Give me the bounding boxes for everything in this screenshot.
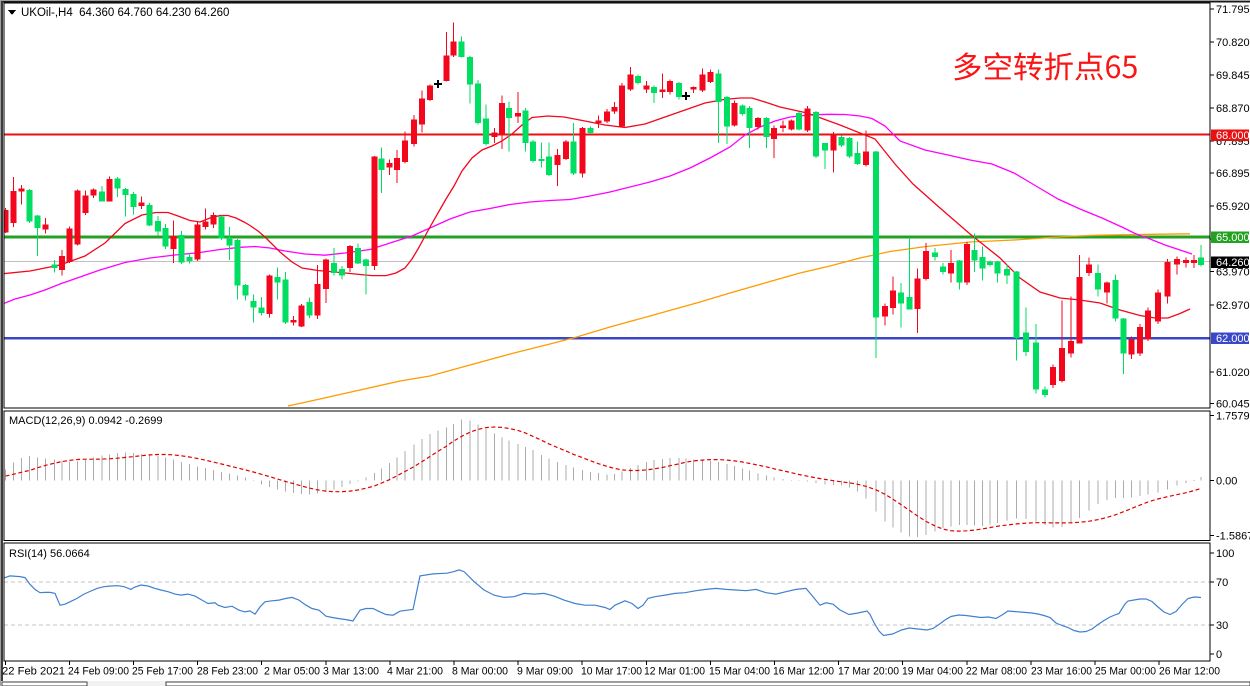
svg-text:12 Mar 01:00: 12 Mar 01:00 <box>644 666 705 678</box>
svg-text:70.820: 70.820 <box>1216 37 1250 49</box>
svg-text:UKOil-,H4 64.360 64.760 64.23: UKOil-,H4 64.360 64.760 64.230 64.260 <box>21 7 229 19</box>
svg-text:23 Mar 16:00: 23 Mar 16:00 <box>1031 666 1092 678</box>
svg-text:MACD(12,26,9) 0.0942 -0.2699: MACD(12,26,9) 0.0942 -0.2699 <box>9 415 162 427</box>
svg-text:25 Mar 00:00: 25 Mar 00:00 <box>1095 666 1156 678</box>
svg-text:8 Mar 00:00: 8 Mar 00:00 <box>452 666 508 678</box>
svg-text:10 Mar 17:00: 10 Mar 17:00 <box>581 666 642 678</box>
svg-text:65.000: 65.000 <box>1216 232 1250 244</box>
svg-text:66.895: 66.895 <box>1216 168 1250 180</box>
svg-text:61.020: 61.020 <box>1216 367 1250 379</box>
svg-text:65.920: 65.920 <box>1216 201 1250 213</box>
svg-text:70: 70 <box>1216 577 1228 589</box>
svg-text:3 Mar 13:00: 3 Mar 13:00 <box>323 666 379 678</box>
svg-text:-1.5867: -1.5867 <box>1216 531 1250 543</box>
svg-text:60.045: 60.045 <box>1216 399 1250 411</box>
svg-text:71.795: 71.795 <box>1216 4 1250 16</box>
svg-text:22 Mar 08:00: 22 Mar 08:00 <box>966 666 1027 678</box>
svg-text:25 Feb 17:00: 25 Feb 17:00 <box>132 666 193 678</box>
svg-text:17 Mar 20:00: 17 Mar 20:00 <box>838 666 899 678</box>
svg-text:64.260: 64.260 <box>1216 257 1250 269</box>
svg-text:24 Feb 09:00: 24 Feb 09:00 <box>68 666 129 678</box>
svg-text:1.7579: 1.7579 <box>1216 411 1250 423</box>
svg-text:63.970: 63.970 <box>1216 267 1250 279</box>
svg-text:69.845: 69.845 <box>1216 70 1250 82</box>
svg-text:2 Mar 05:00: 2 Mar 05:00 <box>264 666 320 678</box>
svg-text:100: 100 <box>1216 548 1234 560</box>
svg-text:4 Mar 21:00: 4 Mar 21:00 <box>387 666 443 678</box>
svg-text:26 Mar 12:00: 26 Mar 12:00 <box>1159 666 1220 678</box>
svg-text:9 Mar 09:00: 9 Mar 09:00 <box>517 666 573 678</box>
svg-text:19 Mar 04:00: 19 Mar 04:00 <box>902 666 963 678</box>
svg-text:28 Feb 23:00: 28 Feb 23:00 <box>197 666 258 678</box>
svg-text:0: 0 <box>1216 649 1222 661</box>
svg-text:30: 30 <box>1216 620 1228 632</box>
svg-text:68.870: 68.870 <box>1216 103 1250 115</box>
svg-text:62.970: 62.970 <box>1216 300 1250 312</box>
svg-text:62.000: 62.000 <box>1216 333 1250 345</box>
svg-text:68.000: 68.000 <box>1216 130 1250 142</box>
svg-text:15 Mar 04:00: 15 Mar 04:00 <box>709 666 770 678</box>
svg-text:0.00: 0.00 <box>1216 475 1237 487</box>
svg-text:16 Mar 12:00: 16 Mar 12:00 <box>773 666 834 678</box>
svg-text:22 Feb 2021: 22 Feb 2021 <box>2 666 65 678</box>
svg-text:RSI(14) 56.0664: RSI(14) 56.0664 <box>9 548 90 560</box>
